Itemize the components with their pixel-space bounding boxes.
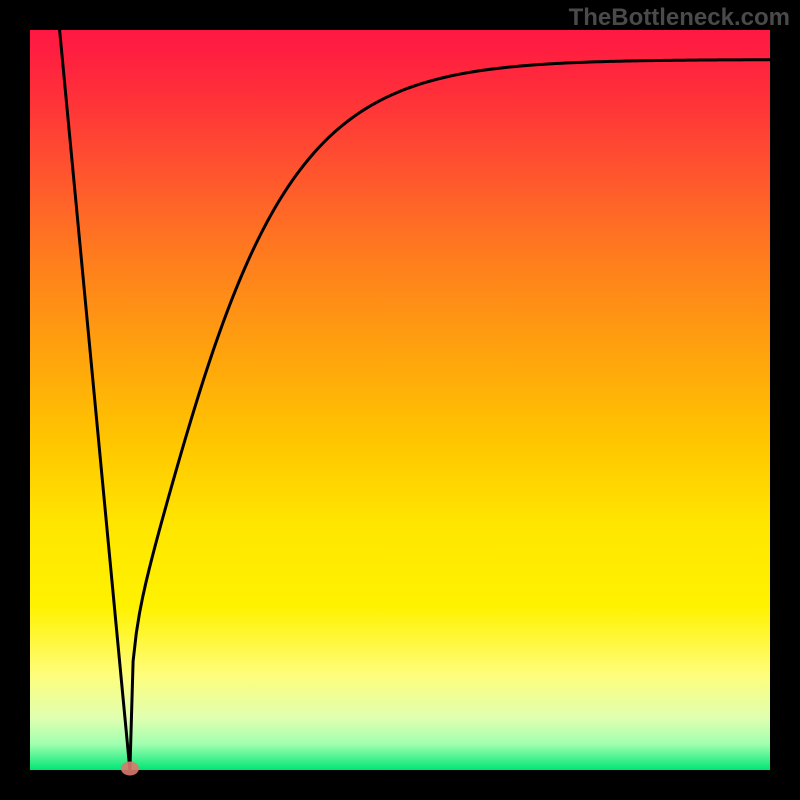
frame-right [770, 0, 800, 800]
minimum-marker [121, 762, 139, 776]
chart-container: TheBottleneck.com [0, 0, 800, 800]
frame-bottom [0, 770, 800, 800]
watermark-text: TheBottleneck.com [569, 4, 790, 32]
frame-left [0, 0, 30, 800]
plot-background [30, 30, 770, 770]
chart-svg [0, 0, 800, 800]
